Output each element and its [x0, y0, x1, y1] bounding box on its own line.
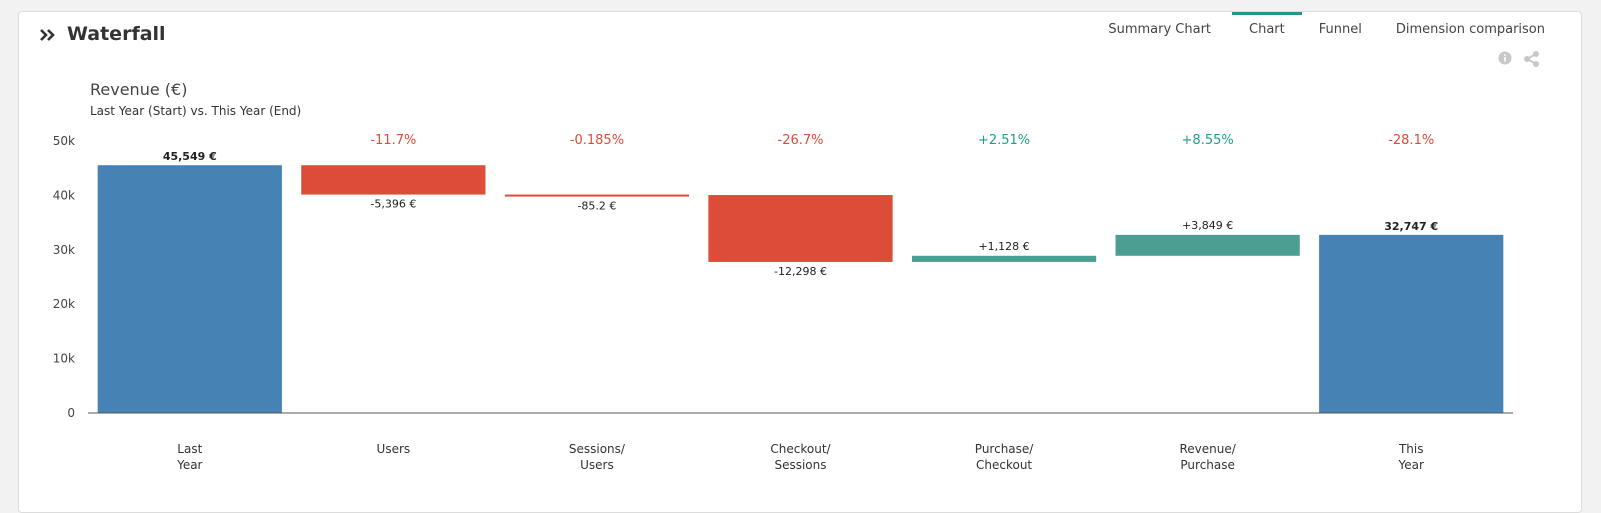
y-tick-label: 30k: [53, 243, 75, 257]
bar-decrease: [708, 195, 893, 262]
x-tick-label: Users: [580, 458, 614, 472]
bar-total: [97, 165, 282, 413]
tab-funnel[interactable]: Funnel: [1318, 22, 1362, 37]
bar-decrease: [504, 194, 690, 197]
card-title: Waterfall: [67, 23, 166, 45]
tab-chart[interactable]: Chart: [1232, 12, 1302, 42]
y-tick-label: 20k: [53, 297, 75, 311]
x-tick-label: Year: [1398, 458, 1424, 472]
data-label: 32,747 €: [1384, 220, 1438, 233]
double-chevron-right-icon[interactable]: [39, 27, 57, 41]
x-tick-label: Checkout/: [770, 442, 831, 456]
y-tick-label: 10k: [53, 352, 75, 366]
x-tick-label: Last: [177, 442, 202, 456]
x-tick-label: Checkout: [976, 458, 1032, 472]
x-tick-label: Sessions: [774, 458, 826, 472]
percent-label: -28.1%: [1388, 133, 1434, 148]
percent-label: -0.185%: [570, 133, 624, 148]
data-label: -5,396 €: [370, 198, 416, 211]
tab-dimension-comparison[interactable]: Dimension comparison: [1395, 22, 1545, 37]
x-tick-label: Revenue/: [1179, 442, 1236, 456]
x-tick-label: Year: [176, 458, 202, 472]
x-tick-label: Purchase: [1180, 458, 1235, 472]
tab-summary-chart[interactable]: Summary Chart: [1108, 22, 1212, 37]
x-tick-label: Users: [377, 442, 411, 456]
x-tick-label: Sessions/: [569, 442, 626, 456]
data-label: +1,128 €: [978, 240, 1029, 253]
percent-label: +8.55%: [1182, 133, 1234, 148]
bar-total: [1319, 234, 1504, 413]
chart-subtitle: Last Year (Start) vs. This Year (End): [90, 104, 302, 118]
data-label: -12,298 €: [774, 265, 827, 278]
data-label: 45,549 €: [163, 150, 217, 163]
percent-label: -26.7%: [778, 133, 824, 148]
data-label: +3,849 €: [1182, 219, 1233, 232]
percent-label: -11.7%: [370, 133, 416, 148]
waterfall-card: Waterfall Summary Chart Chart Funnel Dim…: [18, 11, 1582, 513]
card-header: Waterfall: [39, 20, 166, 48]
y-tick-label: 0: [67, 406, 75, 420]
y-tick-label: 50k: [53, 134, 75, 148]
x-tick-label: Purchase/: [975, 442, 1034, 456]
share-icon[interactable]: [1523, 50, 1541, 72]
info-icon[interactable]: [1497, 50, 1513, 72]
chart-tools: [1497, 50, 1541, 72]
x-tick-label: This: [1398, 442, 1424, 456]
view-tabs: Summary Chart Chart Funnel Dimension com…: [1091, 12, 1581, 52]
bar-decrease: [301, 165, 486, 195]
chart-title: Revenue (€): [90, 80, 188, 99]
y-tick-label: 40k: [53, 188, 75, 202]
bar-increase: [911, 255, 1097, 262]
percent-label: +2.51%: [978, 133, 1030, 148]
waterfall-chart: 0 10k 20k 30k 40k 50k 45,549 € Last Year -5,396 €…: [53, 133, 1513, 472]
data-label: -85.2 €: [577, 200, 616, 213]
bar-increase: [1115, 234, 1300, 256]
